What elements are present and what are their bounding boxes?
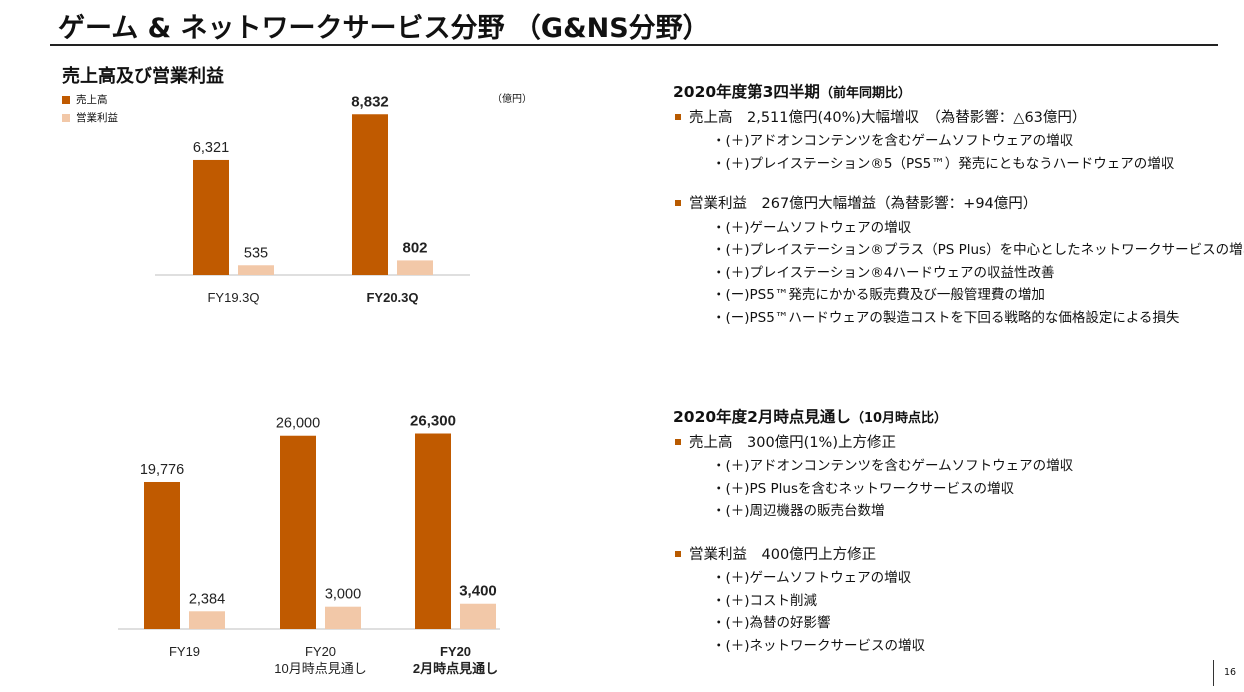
q3-sales-item: ・(＋)アドオンコンテンツを含むゲームソフトウェアの増収 (712, 133, 1074, 149)
fy-title-note: （10月時点比） (850, 411, 948, 426)
category-label: 10月時点見通し (274, 661, 366, 676)
category-label: FY20.3Q (366, 290, 418, 305)
data-label: 6,321 (193, 140, 229, 156)
fy-op-line: 営業利益 400億円上方修正 (689, 547, 877, 563)
legend-item-sales: 売上高 (62, 92, 108, 107)
q3-op-item: ・(＋)ゲームソフトウェアの増収 (712, 220, 912, 236)
fy-op-bullet: 営業利益 400億円上方修正 (673, 543, 876, 564)
fy-section-title: 2020年度2月時点見通し（10月時点比） (673, 405, 947, 427)
q3-sales-item: ・(＋)プレイステーション®5（PS5™）発売にともなうハードウェアの増収 (712, 156, 1175, 172)
bullet-square-icon (675, 113, 681, 120)
q3-op-line: 営業利益 267億円大幅増益（為替影響：+94億円） (689, 196, 1038, 212)
bar-operating-income (460, 603, 496, 629)
data-label: 2,384 (189, 591, 225, 607)
fy-op-item: ・(＋)為替の好影響 (712, 615, 831, 631)
bar-sales (280, 435, 316, 629)
data-label: 19,776 (140, 462, 184, 478)
page-number-divider (1213, 660, 1214, 686)
bullet-square-icon (675, 438, 681, 445)
q3-op-item: ・(＋)プレイステーション®4ハードウェアの収益性改善 (712, 265, 1055, 281)
data-label: 535 (244, 245, 268, 261)
bar-operating-income (189, 611, 225, 629)
page-title: ゲーム & ネットワークサービス分野 （G&NS分野） (58, 13, 710, 44)
fy-sales-item: ・(＋)アドオンコンテンツを含むゲームソフトウェアの増収 (712, 458, 1074, 474)
bar-operating-income (238, 265, 274, 275)
category-label: FY19 (169, 644, 200, 659)
bar-sales (415, 433, 451, 629)
bar-sales (193, 159, 229, 275)
fy-sales-bullet: 売上高 300億円(1%)上方修正 (673, 431, 896, 452)
fy-sales-item: ・(＋)PS Plusを含むネットワークサービスの増収 (712, 481, 1015, 497)
fy-op-item: ・(＋)コスト削減 (712, 593, 818, 609)
bar-sales (352, 114, 388, 275)
data-label: 802 (402, 239, 427, 256)
q3-title-note: （前年同期比） (819, 86, 911, 101)
legend-label-sales: 売上高 (76, 94, 108, 106)
fy-title: 2020年度2月時点見通し (673, 408, 851, 426)
data-label: 3,400 (459, 583, 497, 600)
category-label: FY19.3Q (207, 290, 259, 305)
bullet-square-icon (675, 199, 681, 206)
legend-swatch-op (62, 113, 70, 122)
q3-section-title: 2020年度第3四半期（前年同期比） (673, 80, 911, 102)
category-label: FY20 (305, 644, 336, 659)
bar-operating-income (325, 606, 361, 629)
unit-label: （億円） (492, 94, 532, 105)
page-number: 16 (1224, 667, 1237, 678)
fy-op-item: ・(＋)ゲームソフトウェアの増収 (712, 570, 912, 586)
legend-item-op: 営業利益 (62, 110, 118, 125)
fy-sales-line: 売上高 300億円(1%)上方修正 (689, 435, 896, 451)
fy-sales-item: ・(＋)周辺機器の販売台数増 (712, 503, 885, 519)
category-label: FY20 (440, 644, 471, 659)
category-label: 2月時点見通し (413, 661, 498, 676)
bar-operating-income (397, 260, 433, 275)
q3-sales-line: 売上高 2,511億円(40%)大幅増収 （為替影響：△63億円） (689, 110, 1087, 126)
data-label: 26,300 (410, 413, 456, 430)
q3-op-item: ・(＋)プレイステーション®プラス（PS Plus）を中心としたネットワークサー… (712, 242, 1244, 258)
legend-label-op: 営業利益 (76, 112, 118, 124)
title-divider (50, 44, 1218, 46)
q3-op-item: ・(ー)PS5™ハードウェアの製造コストを下回る戦略的な価格設定による損失 (712, 310, 1180, 326)
data-label: 26,000 (276, 416, 320, 432)
bar-sales (144, 481, 180, 629)
q3-op-item: ・(ー)PS5™発売にかかる販売費及び一般管理費の増加 (712, 287, 1045, 303)
q3-sales-bullet: 売上高 2,511億円(40%)大幅増収 （為替影響：△63億円） (673, 106, 1086, 127)
legend-swatch-sales (62, 95, 70, 104)
data-label: 3,000 (325, 587, 361, 603)
fy-op-item: ・(＋)ネットワークサービスの増収 (712, 638, 926, 654)
data-label: 8,832 (351, 93, 389, 110)
chart-q3-sales-op: 6,321 535 FY19.3Q 8,832 802 FY20.3Q (155, 93, 470, 305)
q3-title: 2020年度第3四半期 (673, 83, 820, 101)
chart-heading: 売上高及び営業利益 (62, 66, 224, 87)
chart-fy-forecast: 19,776 2,384 FY19 26,000 3,000 FY20 10月時点見通し 26… (118, 413, 500, 676)
bullet-square-icon (675, 550, 681, 557)
q3-op-bullet: 営業利益 267億円大幅増益（為替影響：+94億円） (673, 192, 1037, 213)
